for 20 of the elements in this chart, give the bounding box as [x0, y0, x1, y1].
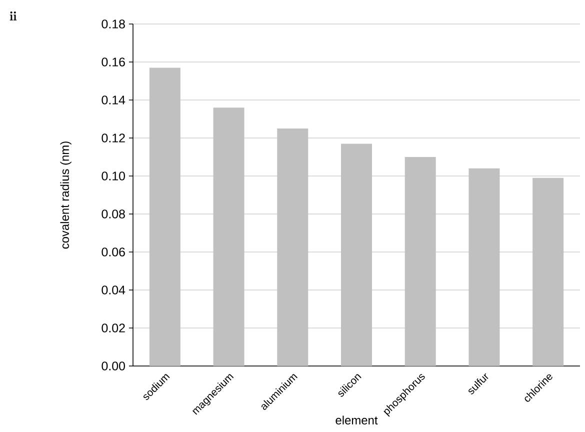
- bar: [532, 178, 564, 366]
- y-tick-label: 0.02: [102, 324, 125, 332]
- y-tick-label: 0.18: [102, 20, 125, 28]
- y-tick-label: 0.08: [102, 210, 125, 218]
- x-axis-title: element: [336, 416, 378, 424]
- y-tick-label: 0.10: [102, 172, 125, 180]
- y-axis-title: covalent radius (nm): [60, 142, 72, 249]
- bar: [404, 156, 436, 366]
- text: ii: [10, 12, 17, 20]
- bar: [468, 168, 500, 366]
- y-tick-label: 0.14: [102, 96, 126, 104]
- bar: [149, 68, 180, 366]
- y-tick-label: 0.16: [102, 58, 125, 66]
- y-tick-label: 0.00: [102, 362, 125, 370]
- bar: [213, 108, 244, 366]
- bar: [341, 144, 372, 366]
- bar: [277, 128, 308, 366]
- y-tick-label: 0.04: [102, 286, 126, 294]
- y-tick-label: 0.12: [102, 134, 125, 142]
- y-tick-label: 0.06: [102, 248, 125, 256]
